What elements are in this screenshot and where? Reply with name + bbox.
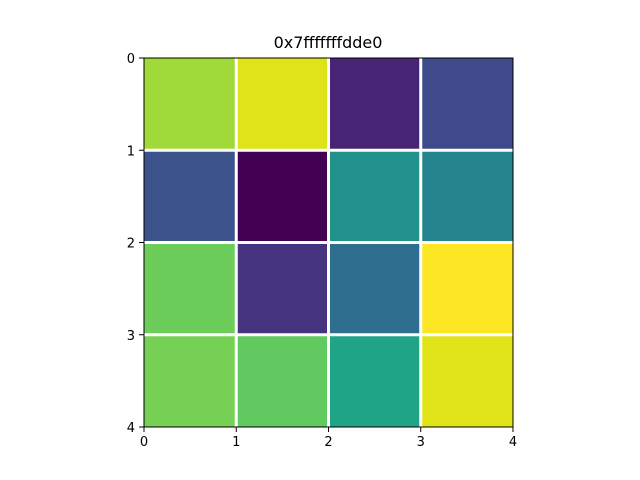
x-tick-label: 4 [509,435,517,450]
heatmap-cell-3-1 [236,334,329,427]
heatmap-cell-0-2 [328,58,421,151]
heatmap-cell-3-2 [328,334,421,427]
chart-title: 0x7fffffffdde0 [274,33,383,52]
y-axis: 0 1 2 3 4 [127,52,144,436]
heatmap-cell-2-1 [236,242,329,335]
x-axis: 0 1 2 3 4 [140,427,517,450]
y-tick-label: 3 [127,329,135,344]
heatmap-cell-2-3 [420,242,513,335]
y-tick-label: 2 [127,237,135,252]
heatmap-cell-0-0 [144,58,237,151]
heatmap-cell-1-0 [144,150,237,243]
heatmap-cell-1-3 [420,150,513,243]
heatmap-cell-2-0 [144,242,237,335]
y-tick-label: 0 [127,52,135,67]
x-tick-label: 0 [140,435,148,450]
heatmap-cells [144,58,513,427]
y-tick-label: 1 [127,144,135,159]
heatmap-cell-2-2 [328,242,421,335]
heatmap-cell-1-1 [236,150,329,243]
heatmap-cell-0-1 [236,58,329,151]
grid-lines [144,58,513,427]
heatmap-cell-3-3 [420,334,513,427]
heatmap-cell-3-0 [144,334,237,427]
heatmap-cell-0-3 [420,58,513,151]
x-tick-label: 2 [324,435,332,450]
x-tick-label: 3 [417,435,425,450]
x-tick-label: 1 [232,435,240,450]
heatmap-cell-1-2 [328,150,421,243]
y-tick-label: 4 [127,421,135,436]
